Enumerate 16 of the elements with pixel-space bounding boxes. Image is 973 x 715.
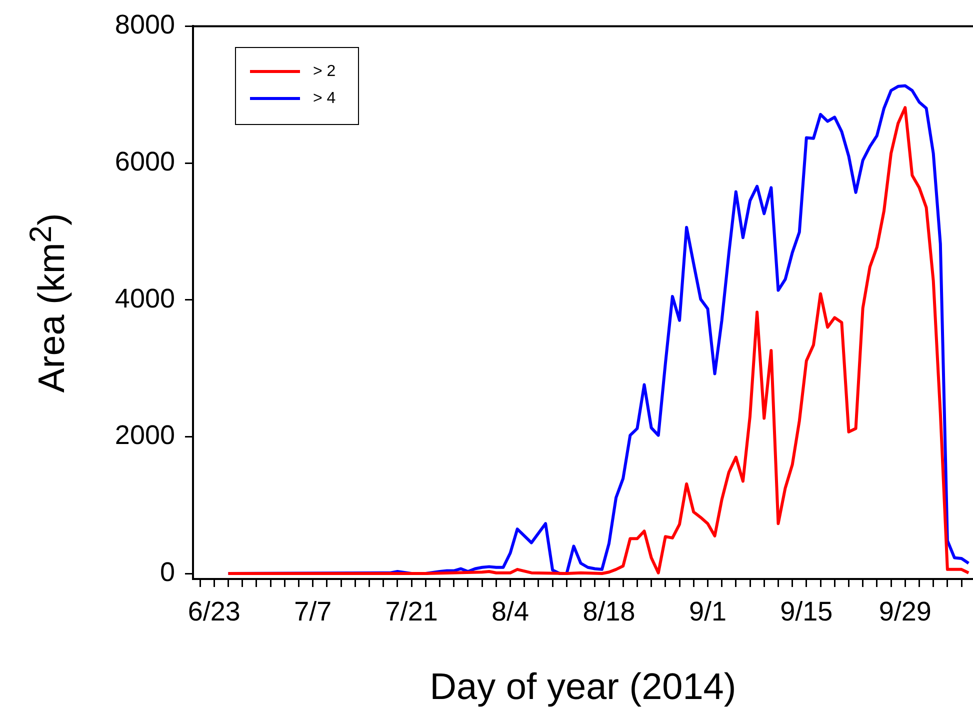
x-tick-label: 8/4 [492,596,530,627]
y-tick-label: 0 [160,556,175,587]
x-tick-label: 8/18 [582,596,636,627]
x-axis-title: Day of year (2014) [430,666,736,708]
x-tick-label: 7/21 [385,596,438,627]
y-tick-label: 2000 [114,420,175,450]
y-tick-label: 8000 [114,10,175,40]
x-tick-label: 7/7 [294,596,332,627]
x-tick-label: 9/15 [780,596,833,627]
x-tick-label: 9/29 [878,596,932,627]
legend-label: > 2 [313,62,336,80]
x-tick-label: 9/1 [688,596,726,627]
y-tick-label: 6000 [114,146,175,176]
x-tick-label: 6/23 [188,596,240,627]
legend-label: > 4 [313,90,336,108]
y-tick-label: 4000 [114,283,175,314]
